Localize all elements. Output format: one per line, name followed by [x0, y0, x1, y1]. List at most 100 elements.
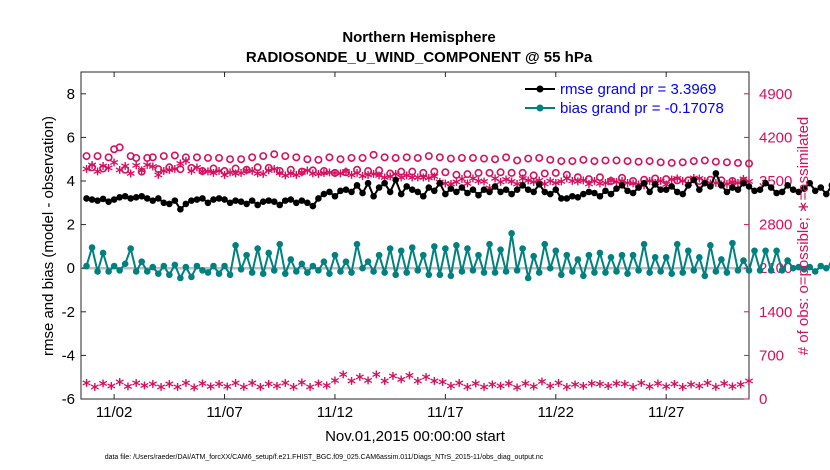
possible-obs-marker [612, 156, 621, 165]
assimilated-obs-marker: * [463, 177, 472, 197]
assimilated-obs-marker: * [678, 381, 687, 401]
y2-tick-label: 4200 [759, 129, 792, 146]
assimilated-obs-marker: * [587, 377, 596, 397]
rmse-point [221, 196, 228, 203]
bias-point [276, 240, 284, 248]
assimilated-obs-marker: * [93, 165, 102, 185]
bias-point [248, 269, 256, 276]
bias-point [171, 261, 179, 269]
rmse-point [745, 183, 753, 190]
possible-obs-marker [308, 166, 317, 175]
possible-obs-marker [104, 153, 113, 162]
bias-point [414, 267, 422, 274]
bias-point [806, 263, 814, 271]
assimilated-obs-marker: * [331, 374, 340, 394]
possible-obs-marker [325, 153, 334, 162]
possible-obs-marker [132, 153, 141, 162]
rmse-point [723, 188, 731, 196]
assimilated-obs-marker: * [695, 380, 704, 400]
possible-obs-marker [457, 153, 466, 162]
assimilated-obs-marker: * [369, 168, 378, 188]
assimilated-obs-marker: * [372, 368, 381, 388]
assimilated-obs-marker: * [82, 163, 91, 183]
bias-point [734, 267, 742, 274]
y2-tick-label: 700 [759, 347, 784, 364]
assimilated-obs-marker: * [554, 377, 563, 397]
bias-point [480, 269, 488, 276]
rmse-point [447, 185, 455, 192]
possible-obs-marker [319, 167, 328, 176]
rmse-point [751, 187, 758, 195]
possible-obs-marker [474, 168, 483, 177]
assimilated-obs-marker: * [264, 378, 273, 398]
possible-obs-marker [148, 153, 157, 162]
assimilated-obs-marker: * [289, 381, 298, 401]
assimilated-obs-marker: * [424, 171, 433, 191]
assimilated-obs-marker: * [471, 377, 480, 397]
x-tick-label: 11/27 [648, 404, 684, 421]
possible-obs-marker [215, 153, 224, 162]
bias-point [259, 270, 267, 277]
bias-point [740, 257, 747, 264]
assimilated-obs-marker: * [521, 377, 530, 397]
assimilated-obs-marker: * [474, 174, 483, 194]
assimilated-obs-marker: * [297, 166, 306, 186]
bias-point [651, 253, 659, 261]
rmse-point [789, 186, 797, 194]
rmse-point [254, 201, 261, 209]
assimilated-obs-marker: * [562, 172, 571, 192]
bias-point [662, 253, 670, 261]
assimilated-obs-marker: * [480, 175, 489, 195]
bias-point [116, 267, 123, 274]
assimilated-obs-marker: * [107, 380, 116, 400]
assimilated-obs-marker: * [353, 166, 362, 186]
bias-point [811, 268, 819, 275]
rmse-point [668, 183, 676, 190]
bias-point [431, 243, 438, 250]
rmse-point [386, 188, 394, 196]
assimilated-obs-marker: * [524, 174, 533, 194]
bias-point [602, 269, 609, 276]
assimilated-obs-marker: * [595, 177, 604, 197]
bias-point [425, 271, 433, 279]
rmse-point [171, 197, 179, 204]
bias-point [458, 268, 466, 275]
rmse-point [497, 188, 504, 196]
assimilated-obs-marker: * [115, 376, 124, 396]
rmse-point [375, 184, 383, 191]
assimilated-obs-marker: * [504, 377, 513, 397]
bias-point [232, 242, 239, 249]
bias-point [751, 247, 758, 255]
assimilated-obs-marker: * [405, 369, 414, 389]
bias-point [822, 264, 830, 272]
rmse-point [635, 184, 642, 191]
bias-point [304, 269, 311, 276]
assimilated-obs-marker: * [734, 176, 743, 196]
assimilated-obs-marker: * [231, 167, 240, 187]
assimilated-obs-marker: * [408, 171, 417, 191]
assimilated-obs-marker: * [104, 161, 113, 181]
rmse-point [143, 195, 151, 202]
possible-obs-marker [590, 157, 599, 166]
rmse-point [613, 185, 620, 192]
rmse-point [353, 182, 361, 189]
legend-bias-marker [536, 104, 544, 112]
rmse-point [513, 186, 521, 194]
bias-point [215, 270, 223, 277]
bias-point [105, 268, 112, 275]
bias-point [773, 247, 780, 255]
assimilated-obs-marker: * [546, 380, 555, 400]
y-tick-label: 2 [67, 217, 75, 234]
possible-obs-marker [667, 158, 676, 167]
assimilated-obs-marker: * [645, 380, 654, 400]
assimilated-obs-marker: * [584, 178, 593, 198]
y-axis-label: rmse and bias (model - observation) [40, 116, 57, 356]
rmse-point [486, 188, 493, 196]
rmse-point [684, 182, 692, 189]
bias-point [789, 264, 797, 272]
assimilated-obs-marker: * [286, 167, 295, 187]
bias-point [326, 270, 333, 277]
rmse-point [530, 188, 537, 196]
legend-rmse-label: rmse grand pr = 3.3969 [560, 81, 716, 98]
assimilated-obs-marker: * [629, 381, 638, 401]
